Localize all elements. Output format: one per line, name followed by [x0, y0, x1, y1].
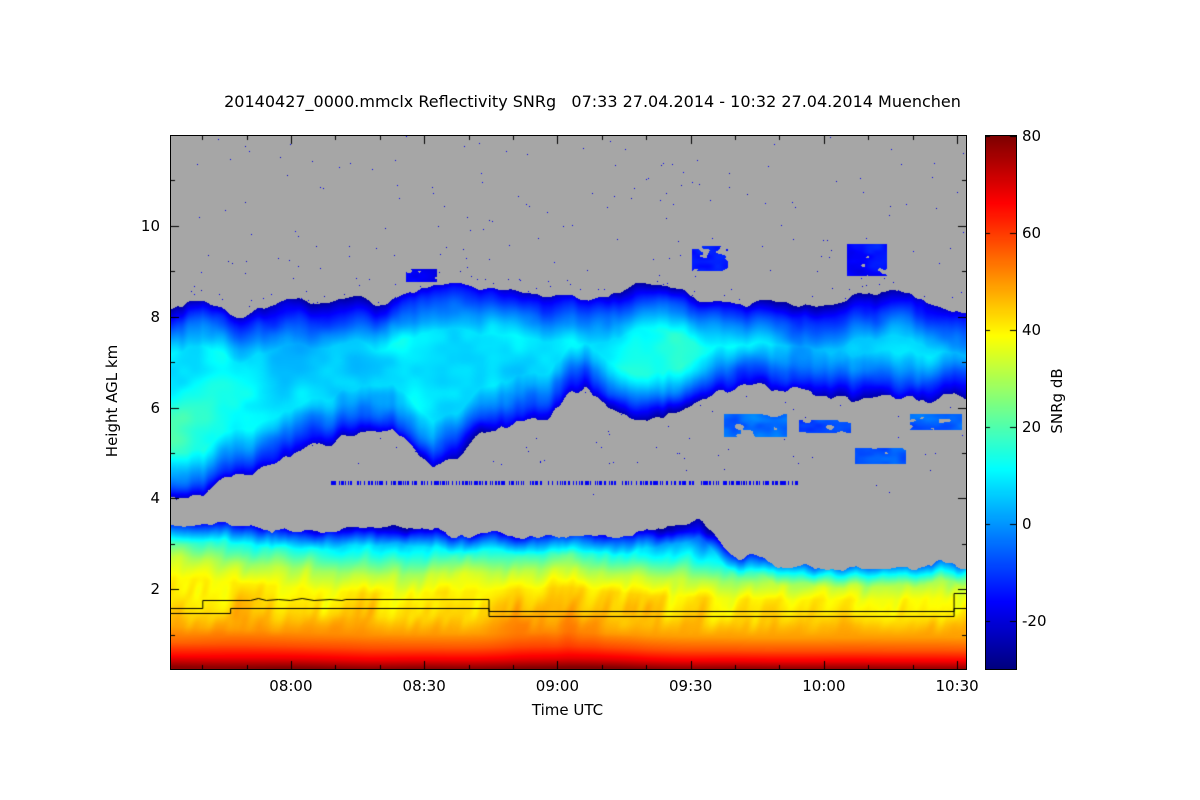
x-tick-label: 09:00: [535, 677, 580, 695]
plot-area: [170, 135, 967, 670]
colorbar: [985, 135, 1017, 670]
x-tick-label: 08:00: [269, 677, 313, 695]
x-axis-label: Time UTC: [531, 701, 604, 719]
x-tick-label: 10:30: [935, 677, 979, 695]
y-tick-label: 6: [150, 398, 160, 417]
chart-title: 20140427_0000.mmclx Reflectivity SNRg 07…: [224, 92, 961, 111]
colorbar-tick-label: 40: [1022, 320, 1042, 339]
colorbar-label: SNRg dB: [1048, 368, 1066, 434]
x-tick-label: 08:30: [402, 677, 446, 695]
colorbar-tick-label: 0: [1022, 514, 1032, 533]
colorbar-tick-label: 20: [1022, 417, 1042, 436]
colorbar-canvas: [986, 136, 1016, 669]
colorbar-tick-label: -20: [1022, 611, 1047, 630]
y-tick-label: 8: [150, 307, 160, 326]
colorbar-tick-label: 80: [1022, 127, 1042, 145]
heatmap-canvas: [171, 136, 966, 669]
colorbar-tick-label: 60: [1022, 223, 1042, 242]
y-tick-label: 2: [150, 580, 160, 599]
y-tick-label: 10: [140, 216, 160, 235]
x-tick-label: 09:30: [669, 677, 713, 695]
y-tick-label: 4: [150, 489, 160, 508]
x-tick-label: 10:00: [802, 677, 846, 695]
